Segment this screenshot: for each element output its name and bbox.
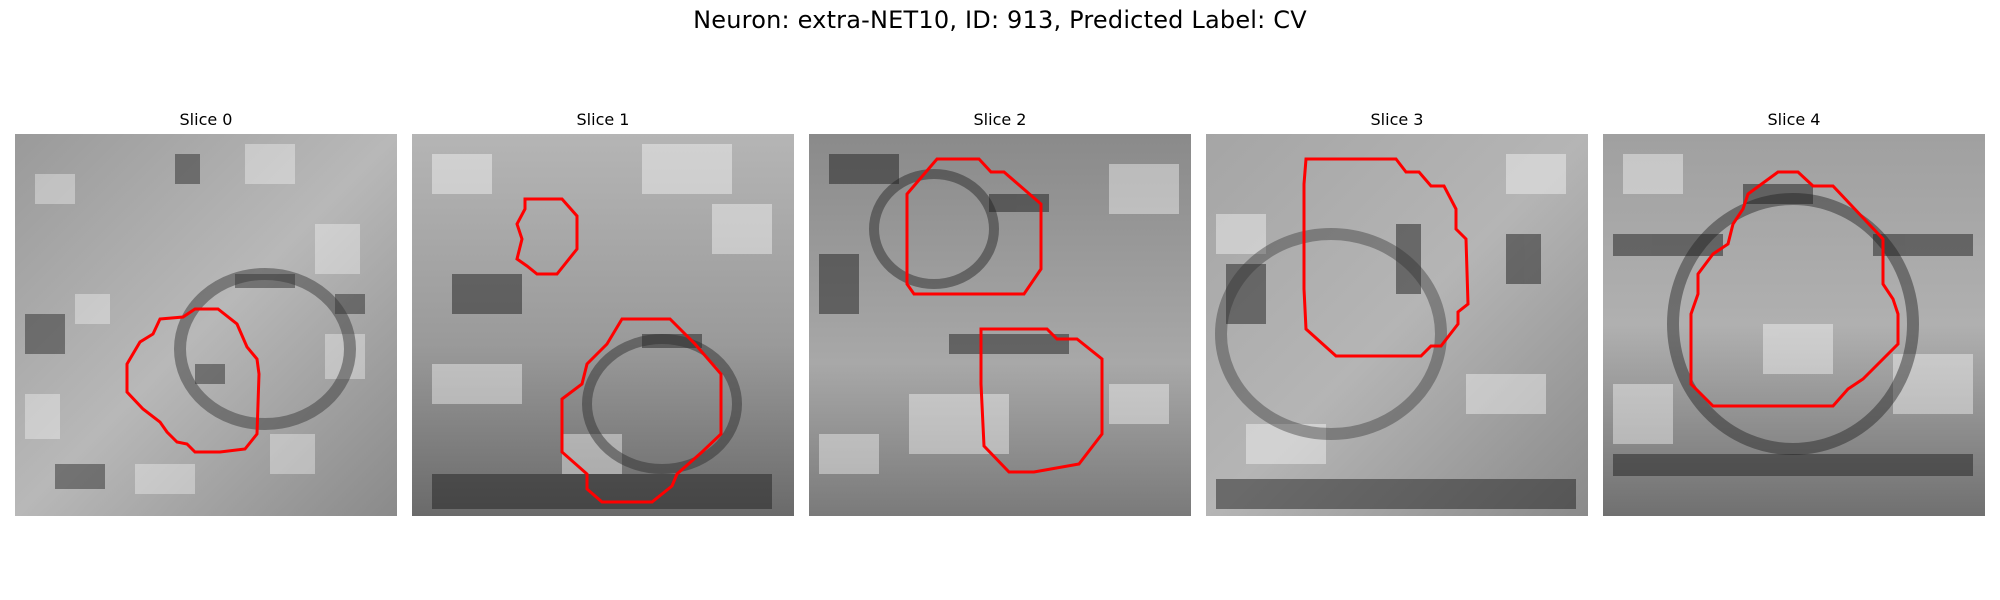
roi-contour-lower [560,317,723,504]
cell-membrane [869,169,999,289]
slice-image-3 [1206,134,1588,516]
roi-contour-lower [979,327,1104,474]
slice-image-4 [1603,134,1985,516]
slice-title-0: Slice 0 [179,110,233,129]
cell-membrane [1667,193,1919,455]
tissue-texture [819,164,1179,474]
cell-membrane [582,334,742,474]
membrane-texture [1216,224,1576,509]
figure-title: Neuron: extra-NET10, ID: 913, Predicted … [693,6,1307,34]
micrograph-background [1206,134,1588,516]
cell-membrane [174,268,356,430]
membrane-texture [1613,184,1973,476]
slice-title-2: Slice 2 [973,110,1027,129]
slice-image-0 [15,134,397,516]
slice-title-3: Slice 3 [1370,110,1424,129]
slice-title-4: Slice 4 [1767,110,1821,129]
roi-contour-upper [515,197,579,276]
membrane-texture [819,154,1069,354]
roi-contour-upper [905,157,1043,296]
roi-contour [1302,157,1470,358]
tissue-texture [1216,154,1566,464]
roi-contour [125,307,261,454]
roi-contour [1689,170,1900,408]
tissue-texture [1613,154,1973,444]
micrograph-background [412,134,794,516]
slice-image-2 [809,134,1191,516]
membrane-texture [25,154,365,489]
tissue-texture [25,144,365,494]
slice-title-1: Slice 1 [576,110,630,129]
slice-image-1 [412,134,794,516]
cell-membrane [1215,228,1447,440]
